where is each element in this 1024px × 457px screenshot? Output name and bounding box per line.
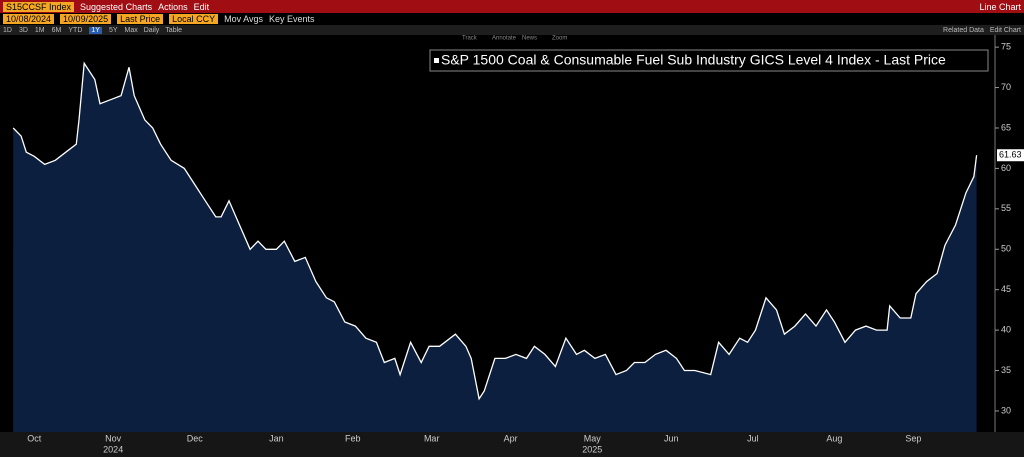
period[interactable]: YTD	[68, 26, 83, 34]
legend-box	[429, 49, 989, 72]
field[interactable]: Last Price	[117, 14, 164, 24]
view-name: Line Chart	[979, 1, 1021, 12]
line	[12, 61, 978, 401]
period-bar: 1D 3D 1M 6M YTD 1Y 5Y Max Daily Table Related D…	[0, 25, 1024, 35]
period[interactable]: 1M	[34, 26, 45, 34]
period[interactable]: 5Y	[108, 26, 118, 34]
period[interactable]: Max	[124, 26, 138, 34]
y-tick-label: 70	[1001, 82, 1011, 92]
y-tick-label: 45	[1001, 284, 1011, 294]
x-axis-band	[0, 432, 1024, 457]
y-tick-label: 35	[1001, 365, 1011, 375]
period[interactable]: 3D	[18, 26, 28, 34]
x-tick-label: May	[584, 433, 602, 443]
y-tick-label: 30	[1001, 405, 1011, 415]
start-date[interactable]: 10/08/2024	[3, 14, 55, 24]
chart-tool[interactable]: Annotate	[492, 36, 517, 42]
y-tick-label: 55	[1001, 203, 1011, 213]
x-tick-label: Jan	[269, 433, 284, 443]
last-value-box	[997, 149, 1024, 162]
x-tick-label: Oct	[27, 433, 42, 443]
chart-tool[interactable]: Track	[462, 36, 478, 42]
y-tick-label: 50	[1001, 244, 1011, 254]
edit-chart[interactable]: Edit Chart	[989, 26, 1021, 34]
y-tick-label: 60	[1001, 163, 1011, 173]
area	[13, 63, 977, 433]
y-tick-label: 40	[1001, 324, 1011, 334]
frequency[interactable]: Daily	[143, 26, 160, 34]
y-tick-label: 75	[1001, 42, 1011, 52]
x-tick-label: Feb	[345, 433, 361, 443]
periods: 1D 3D 1M 6M YTD 1Y 5Y Max	[3, 26, 138, 34]
option[interactable]: Mov Avgs	[224, 14, 264, 24]
x-tick-label: Apr	[504, 433, 518, 443]
x-tick-label: Aug	[826, 433, 842, 443]
menu[interactable]: Edit	[193, 1, 210, 12]
y-tick-label: 65	[1001, 122, 1011, 132]
legend-swatch	[434, 58, 439, 63]
menu[interactable]: Actions	[158, 1, 188, 12]
x-tick-label: Jun	[664, 433, 679, 443]
currency[interactable]: Local CCY	[169, 14, 219, 24]
last-value-label: 61.63	[999, 150, 1022, 160]
x-tick-label: Jul	[747, 433, 759, 443]
x-tick-label: Nov	[105, 433, 122, 443]
legend-label: S&P 1500 Coal & Consumable Fuel Sub Indu…	[441, 52, 946, 68]
option[interactable]: Key Events	[269, 14, 315, 24]
table-button[interactable]: Table	[165, 26, 183, 34]
x-tick-label: Dec	[187, 433, 204, 443]
x-tick-label: Sep	[905, 433, 921, 443]
title-bar: S15CCSF Index Suggested Charts Actions E…	[0, 0, 1024, 13]
period[interactable]: 1Y	[89, 26, 102, 34]
settings-bar: 10/08/2024 10/09/2025 Last Price Local C…	[0, 13, 1024, 25]
chart-tool[interactable]: Zoom	[552, 36, 567, 42]
year-label: 2025	[582, 444, 602, 454]
period[interactable]: 1D	[3, 26, 12, 34]
chart-tool[interactable]: News	[522, 36, 537, 42]
x-tick-label: Mar	[424, 433, 440, 443]
related-data[interactable]: Related Data	[943, 26, 984, 34]
year-label: 2024	[103, 444, 123, 454]
menu[interactable]: Suggested Charts	[80, 1, 153, 12]
ticker[interactable]: S15CCSF Index	[3, 1, 75, 12]
chart: 30 35 40 45 50 55 60 65 70 75 Oct Nov Dec Jan Feb Mar Ap…	[0, 35, 1024, 457]
end-date[interactable]: 10/09/2025	[60, 14, 112, 24]
period[interactable]: 6M	[51, 26, 62, 34]
